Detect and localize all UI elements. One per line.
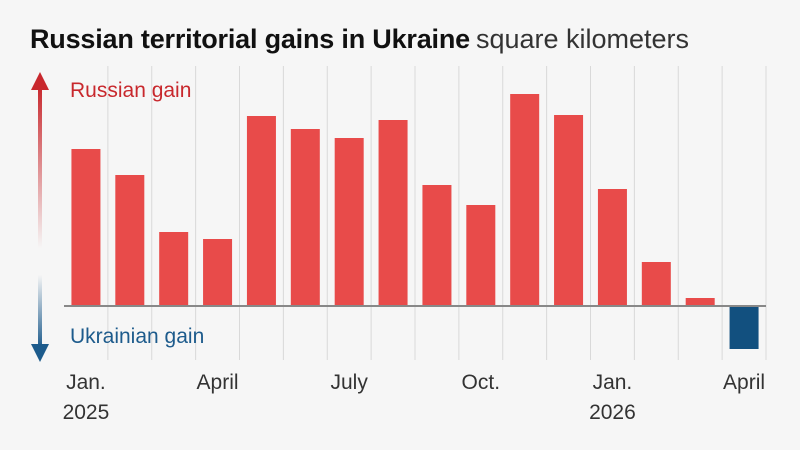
bar-3: [159, 232, 189, 306]
bar-5: [246, 116, 276, 306]
bar-13: [597, 189, 627, 306]
bar-4: [203, 239, 233, 306]
x-tick-label: April: [197, 371, 239, 394]
bar-12: [554, 115, 584, 306]
x-tick-label: April: [723, 371, 765, 394]
bar-9: [422, 185, 452, 306]
x-tick-label: July: [331, 371, 369, 394]
bar-16: [729, 306, 759, 349]
bar-11: [510, 94, 540, 306]
bar-10: [466, 205, 496, 306]
bar-1: [71, 149, 101, 306]
bar-7: [334, 138, 364, 306]
arrow-up-icon: [31, 72, 49, 90]
x-tick-label: Jan.: [593, 371, 633, 394]
russian-gain-label: Russian gain: [70, 79, 191, 102]
bar-8: [378, 120, 408, 306]
bar-15: [685, 298, 715, 306]
bar-6: [290, 129, 320, 306]
x-tick-label: Oct.: [462, 371, 501, 394]
direction-arrow-shaft: [38, 86, 42, 348]
bar-14: [641, 262, 671, 306]
chart-title-row: Russian territorial gains in Ukraine squa…: [30, 24, 689, 55]
bar-2: [115, 175, 145, 306]
x-tick-label: 2025: [63, 401, 110, 424]
arrow-down-icon: [31, 344, 49, 362]
x-tick-label: 2026: [589, 401, 636, 424]
chart-subtitle: square kilometers: [475, 24, 690, 54]
x-tick-label: Jan.: [66, 371, 106, 394]
chart-title: Russian territorial gains in Ukraine: [30, 24, 470, 54]
ukrainian-gain-label: Ukrainian gain: [70, 325, 204, 348]
